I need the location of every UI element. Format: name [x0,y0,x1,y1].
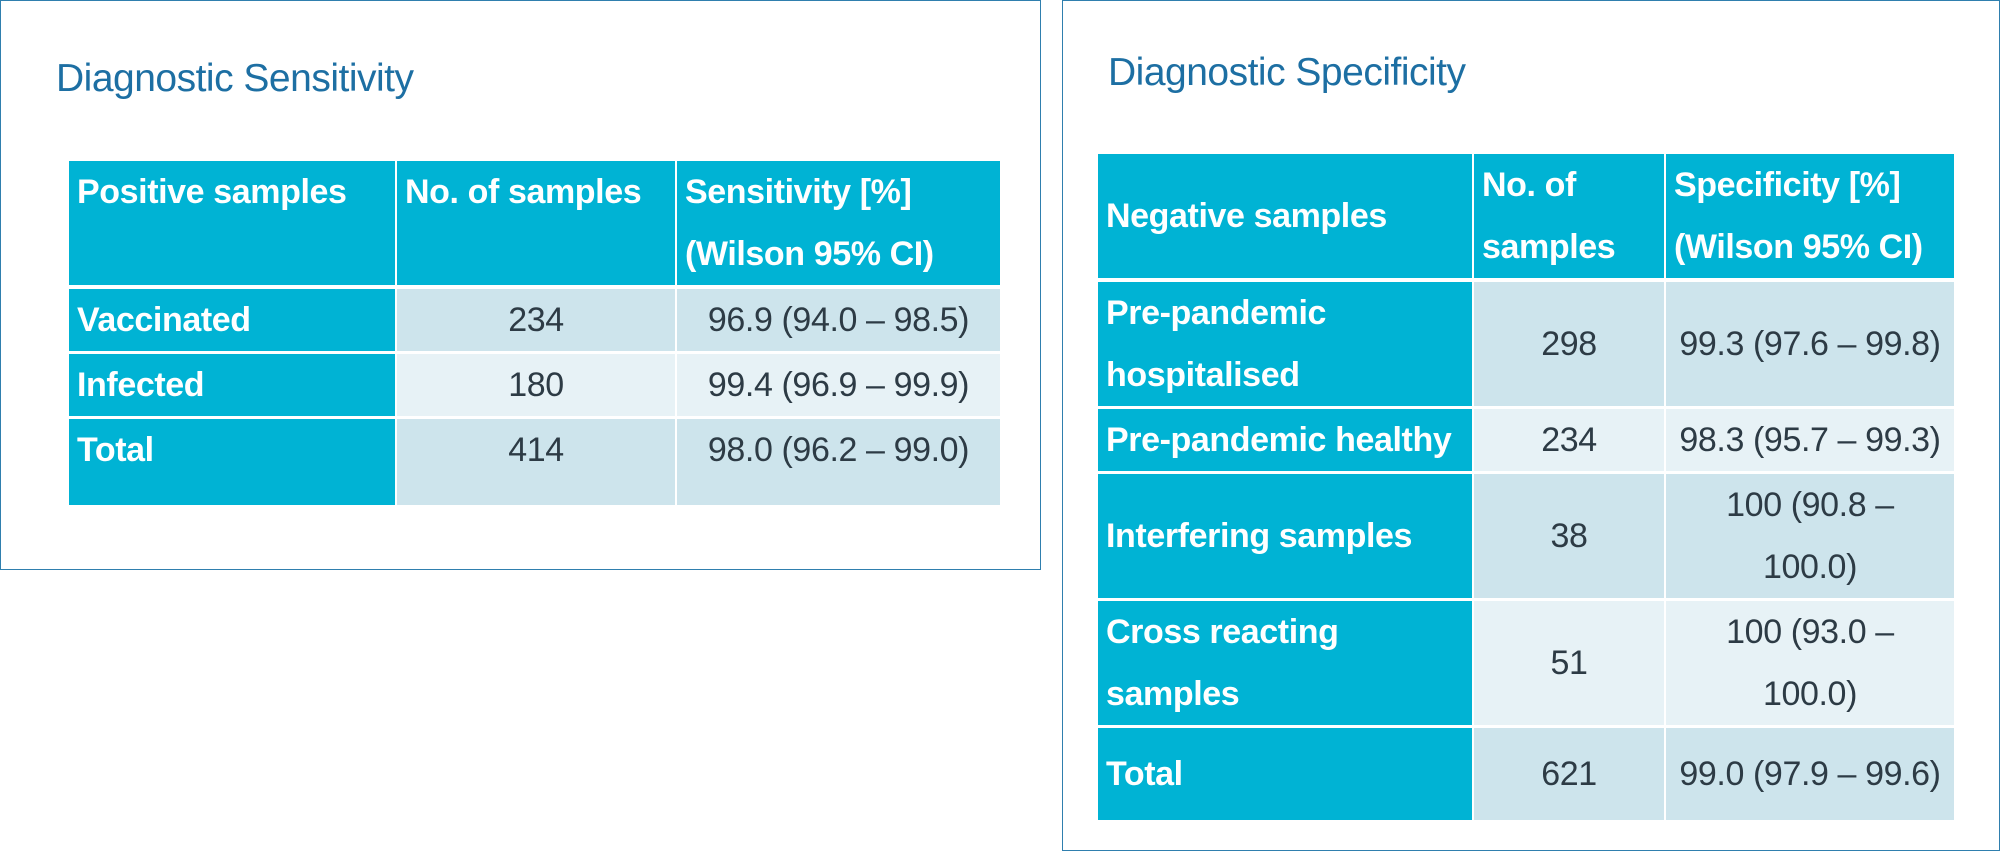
header-specificity: Specificity [%] (Wilson 95% CI) [1666,154,1954,282]
header-no-of-samples: No. of samples [1474,154,1666,282]
table-row: Cross reacting samples 51 100 (93.0 – 10… [1098,601,1954,728]
table-header-row: Positive samples No. of samples Sensitiv… [69,161,1000,289]
table-row: Infected 180 99.4 (96.9 – 99.9) [69,354,1000,419]
row-label: Pre-pandemic hospitalised [1098,282,1474,409]
sensitivity-table: Positive samples No. of samples Sensitiv… [69,161,1000,505]
row-count: 234 [1474,409,1666,474]
row-label: Infected [69,354,397,419]
row-value-line1: 100 (93.0 – [1726,613,1894,651]
header-negative-samples: Negative samples [1098,154,1474,282]
row-label: Interfering samples [1098,474,1474,601]
row-label: Vaccinated [69,289,397,354]
row-count: 621 [1474,728,1666,820]
row-count: 234 [397,289,677,354]
row-value: 99.3 (97.6 – 99.8) [1666,282,1954,409]
row-label: Total [69,419,397,505]
row-label-line2: samples [1106,675,1240,713]
row-value-line2: 100.0) [1762,675,1857,713]
specificity-title: Diagnostic Specificity [1108,51,1466,94]
row-value: 96.9 (94.0 – 98.5) [677,289,1000,354]
header-specificity-line1: Specificity [%] [1674,166,1901,204]
row-count: 298 [1474,282,1666,409]
header-no-of-samples-line1: No. of [1482,166,1576,204]
row-count: 180 [397,354,677,419]
row-count: 51 [1474,601,1666,728]
row-label: Cross reacting samples [1098,601,1474,728]
row-value-line2: 100.0) [1762,548,1857,586]
row-count: 38 [1474,474,1666,601]
header-sensitivity-line2: (Wilson 95% CI) [685,235,934,273]
header-no-of-samples: No. of samples [397,161,677,289]
header-specificity-line2: (Wilson 95% CI) [1674,228,1923,266]
row-value: 100 (93.0 – 100.0) [1666,601,1954,728]
table-row: Total 414 98.0 (96.2 – 99.0) [69,419,1000,505]
row-count: 414 [397,419,677,505]
table-row: Vaccinated 234 96.9 (94.0 – 98.5) [69,289,1000,354]
row-value-line1: 100 (90.8 – [1726,486,1894,524]
table-row: Interfering samples 38 100 (90.8 – 100.0… [1098,474,1954,601]
row-value: 99.4 (96.9 – 99.9) [677,354,1000,419]
row-label: Total [1098,728,1474,820]
row-label-line1: Pre-pandemic [1106,294,1327,332]
row-value: 98.3 (95.7 – 99.3) [1666,409,1954,474]
row-value: 98.0 (96.2 – 99.0) [677,419,1000,505]
header-sensitivity-line1: Sensitivity [%] [685,173,912,211]
row-value: 100 (90.8 – 100.0) [1666,474,1954,601]
row-label-line1: Cross reacting [1106,613,1339,651]
header-positive-samples: Positive samples [69,161,397,289]
row-label: Pre-pandemic healthy [1098,409,1474,474]
table-row: Pre-pandemic hospitalised 298 99.3 (97.6… [1098,282,1954,409]
row-value: 99.0 (97.9 – 99.6) [1666,728,1954,820]
row-label-line2: hospitalised [1106,356,1300,394]
sensitivity-title: Diagnostic Sensitivity [56,57,414,100]
header-no-of-samples-line2: samples [1482,228,1616,266]
specificity-table: Negative samples No. of samples Specific… [1098,154,1954,820]
header-sensitivity: Sensitivity [%] (Wilson 95% CI) [677,161,1000,289]
table-row: Total 621 99.0 (97.9 – 99.6) [1098,728,1954,820]
table-row: Pre-pandemic healthy 234 98.3 (95.7 – 99… [1098,409,1954,474]
table-header-row: Negative samples No. of samples Specific… [1098,154,1954,282]
